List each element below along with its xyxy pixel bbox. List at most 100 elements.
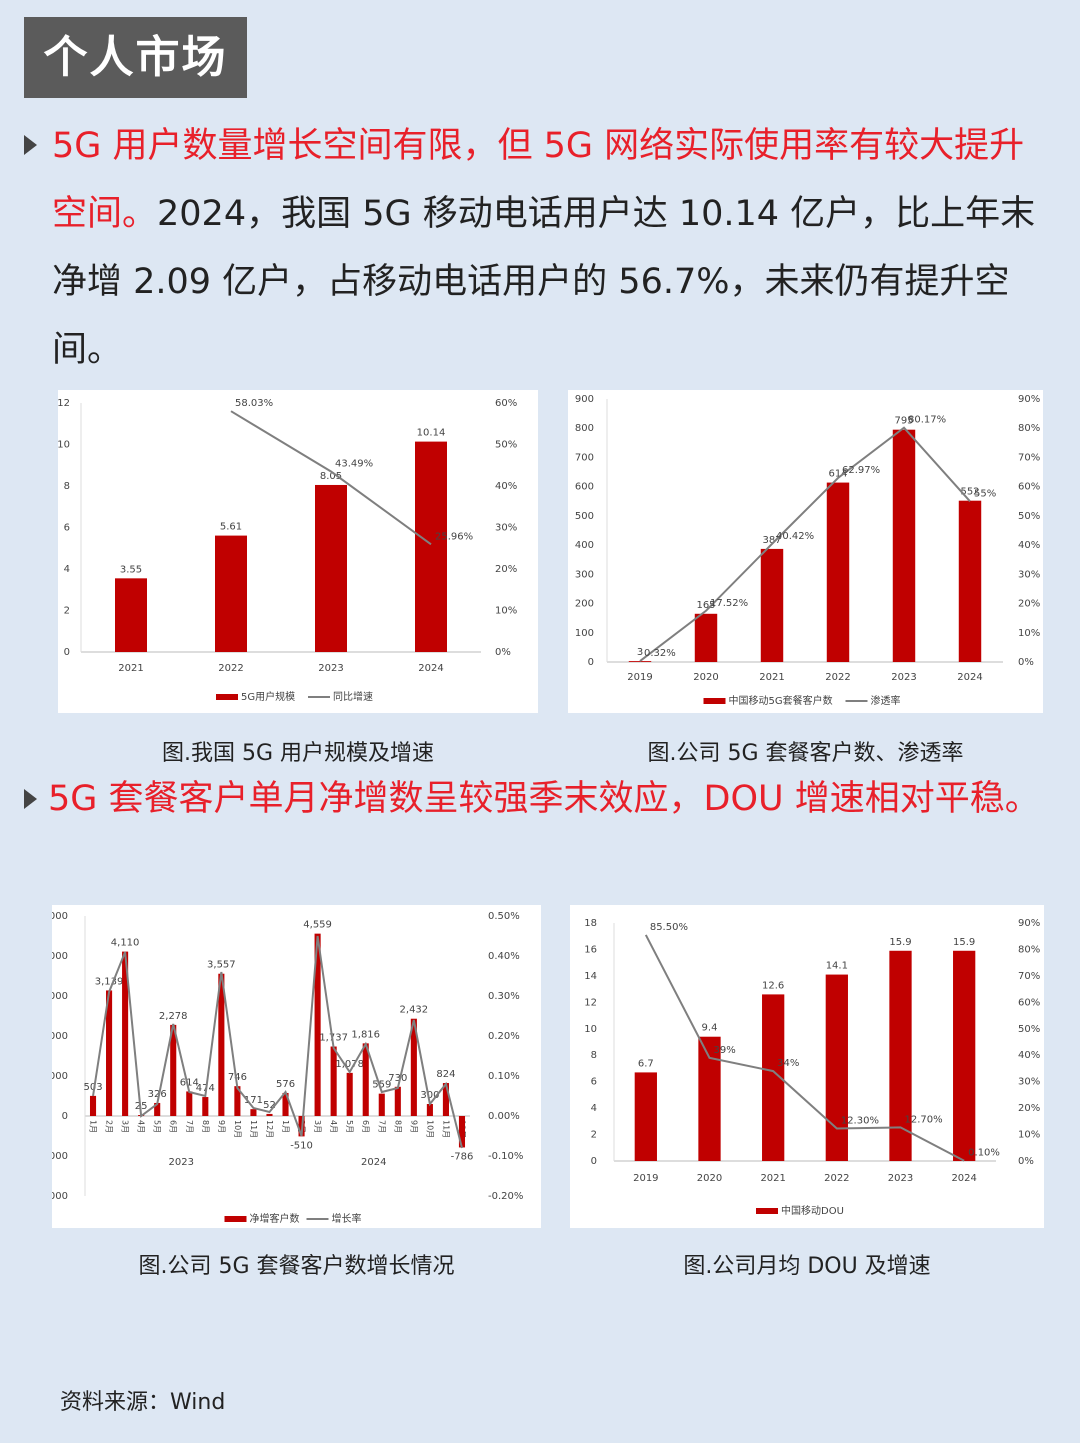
bar	[698, 1036, 721, 1161]
data-label: 3	[637, 647, 643, 658]
data-label: 43.49%	[335, 459, 373, 470]
data-label: 6.7	[638, 1058, 654, 1069]
caption: 图.公司 5G 套餐客户数、渗透率	[647, 741, 964, 766]
data-label: 14.1	[826, 961, 848, 972]
y-tick-label: 500	[575, 511, 594, 522]
x-tick-label: 2019	[627, 672, 652, 683]
bar	[458, 1116, 466, 1148]
x-tick-label: 5月	[345, 1120, 354, 1133]
data-label: 795	[894, 416, 913, 427]
bar	[154, 1102, 161, 1116]
x-tick-label: 10月	[233, 1120, 242, 1138]
bar	[330, 1046, 337, 1116]
x-tick-label: 2019	[633, 1173, 658, 1184]
y2-tick-label: 30%	[1018, 1077, 1040, 1088]
y2-tick-label: 0%	[1018, 1156, 1034, 1167]
bar	[234, 1086, 241, 1116]
data-label: 171	[244, 1095, 263, 1106]
bar	[186, 1091, 193, 1116]
bar	[426, 1104, 433, 1116]
data-label: 4,110	[111, 938, 140, 949]
x-tick-label: 2022	[218, 663, 243, 674]
highlight: 5G 套餐客户单月净增数呈较强季末效应，DOU 增速相对平稳。	[48, 779, 1040, 819]
data-label: 12.70%	[905, 1114, 943, 1125]
x-tick-label: 6月	[169, 1120, 178, 1133]
legend-label: 净增客户数	[250, 1212, 300, 1225]
bar	[218, 973, 225, 1116]
y2-tick-label: 30%	[495, 523, 517, 534]
data-label: 4,559	[303, 920, 332, 931]
y-tick-label: 16	[584, 944, 597, 955]
data-label: 10.14	[417, 428, 446, 439]
y-tick-label: 400	[575, 540, 594, 551]
y2-tick-label: 90%	[1018, 394, 1040, 405]
y-tick-label: 700	[575, 452, 594, 463]
data-label: -786	[451, 1151, 474, 1162]
x-tick-label: 8月	[393, 1120, 402, 1133]
line	[639, 426, 971, 662]
y-tick-label: 18	[584, 918, 597, 929]
bar	[215, 535, 247, 652]
caption: 图.公司月均 DOU 及增速	[683, 1254, 931, 1279]
x-tick-label: 10月	[425, 1120, 434, 1138]
x-tick-label: 3月	[121, 1120, 130, 1133]
data-label: 552	[960, 487, 979, 498]
y2-tick-label: 0.20%	[488, 1031, 520, 1042]
y-tick-label: 600	[575, 482, 594, 493]
y-tick-label: 1000	[52, 1071, 68, 1082]
data-label: 58.03%	[235, 398, 273, 409]
x-tick-label: 2月	[105, 1120, 114, 1133]
data-label: 15.9	[953, 937, 975, 948]
bar	[122, 951, 129, 1116]
x-tick-label: 2024	[951, 1173, 976, 1184]
y2-tick-label: 60%	[1018, 482, 1040, 493]
y-tick-label: 10	[58, 440, 70, 451]
legend-swatch	[216, 694, 238, 700]
bar	[346, 1072, 353, 1116]
y2-tick-label: 0%	[495, 647, 511, 658]
y-tick-label: 300	[575, 569, 594, 580]
line	[92, 935, 463, 1149]
data-label: 62.97%	[842, 465, 880, 476]
highlight: 5G 用户数量增长空间有限，但 5G 网络实际使用率有较大提升空间。	[52, 126, 1025, 234]
x-tick-label: 2020	[697, 1173, 722, 1184]
bar	[892, 429, 916, 662]
x-tick-label: 4月	[137, 1120, 146, 1133]
y2-tick-label: 0%	[1018, 657, 1034, 668]
x-tick-label: 8月	[201, 1120, 210, 1133]
x-tick-label: 2021	[760, 1173, 785, 1184]
y-tick-label: 8	[64, 481, 70, 492]
y-tick-label: 4	[64, 564, 70, 575]
chart: 0 2 4 6 8 10 12 14 16 18 0% 10% 20% 30% 40% 50% 60% 70% 80…	[570, 905, 1044, 1228]
bar	[760, 548, 784, 662]
y-tick-label: 4000	[52, 951, 68, 962]
bar	[89, 1095, 97, 1116]
y2-tick-label: 40%	[1018, 540, 1040, 551]
y2-tick-label: 80%	[1018, 944, 1040, 955]
y2-tick-label: 0.10%	[488, 1071, 520, 1082]
y-tick-label: -1000	[52, 1151, 68, 1162]
data-label: 12.30%	[841, 1115, 879, 1126]
legend-swatch	[756, 1208, 778, 1214]
legend-label: 5G用户规模	[241, 690, 295, 703]
y-tick-label: 800	[575, 423, 594, 434]
bar	[394, 1086, 401, 1116]
y2-tick-label: -0.20%	[488, 1191, 523, 1202]
y2-tick-label: 0.50%	[488, 911, 520, 922]
y-tick-label: 2000	[52, 1031, 68, 1042]
data-label: 55%	[974, 488, 996, 499]
y2-tick-label: 40%	[1018, 1050, 1040, 1061]
bar	[282, 1092, 289, 1116]
x-tick-label: 1月	[281, 1120, 290, 1133]
data-label: 40.42%	[776, 531, 814, 542]
x-tick-label: 2021	[118, 663, 143, 674]
bar	[315, 484, 347, 652]
y-tick-label: 6	[591, 1077, 597, 1088]
data-label: 576	[276, 1079, 295, 1090]
bar	[314, 933, 321, 1116]
caption: 图.公司 5G 套餐客户数增长情况	[138, 1254, 455, 1279]
y-tick-label: 0	[62, 1111, 68, 1122]
y-tick-label: 0	[591, 1156, 597, 1167]
x-tick-label: 2023	[318, 663, 343, 674]
